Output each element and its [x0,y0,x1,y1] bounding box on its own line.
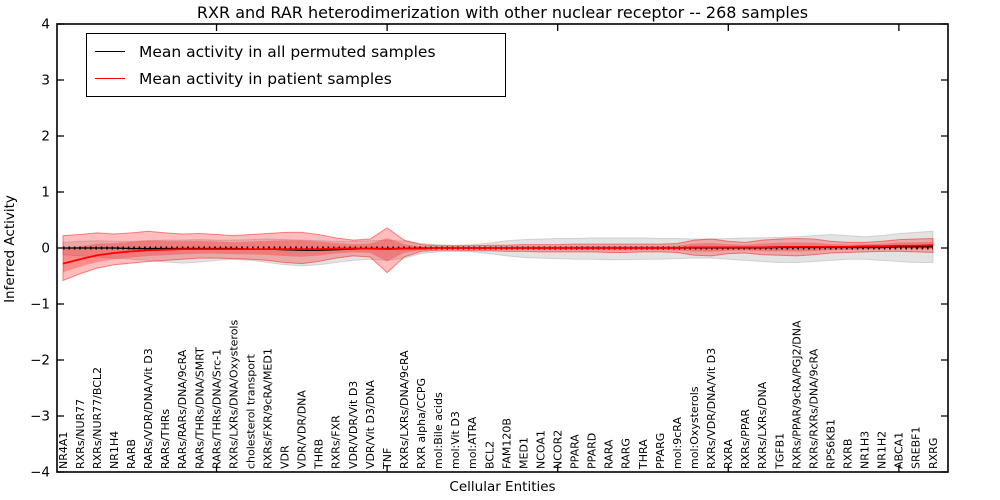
x-tick-label: mol:ATRA [466,416,479,469]
x-tick-label: RXRB [842,439,855,469]
chart-title: RXR and RAR heterodimerization with othe… [196,3,809,22]
y-tick-label: −4 [30,465,50,481]
x-tick-label: RARG [620,438,633,469]
permuted-line-sample [95,51,125,52]
x-tick-label: FAM120B [500,418,513,469]
x-tick-label: RXRs/PPAR/9cRA/PGJ2/DNA [790,320,803,469]
x-tick-label: TNF [381,448,394,470]
x-tick-label: RXRs/LXRs/DNA/9cRA [398,350,411,469]
x-tick-label: mol:Vit D3 [449,411,462,469]
x-tick-label: VDR/VDR/DNA [296,390,309,469]
x-tick-label: BCL2 [483,441,496,469]
x-tick-label: PPARA [569,434,582,469]
x-tick-label: NR1H2 [876,431,889,469]
x-tick-label: RARs/THRs [159,409,172,469]
x-tick-label: RARB [125,439,138,469]
x-tick-label: THRB [313,439,326,470]
y-axis-label: Inferred Activity [2,195,18,303]
x-tick-label: RXRs/FXR/9cRA/MED1 [262,348,275,469]
y-tick-label: 4 [41,17,50,33]
x-tick-label: mol:9cRA [671,417,684,469]
x-tick-label: VDR/VDR/Vit D3 [347,381,360,469]
x-tick-label: RXRs/NUR77/BCL2 [91,367,104,469]
x-axis-label: Cellular Entities [449,479,556,495]
patient-spread-band-outer [62,227,934,282]
x-tick-label: SREBF1 [910,427,923,469]
x-tick-label: RARA [603,439,616,469]
x-tick-label: RXRA [722,439,735,469]
y-tick-label: 0 [41,241,50,257]
y-tick-label: 1 [41,185,50,201]
x-tick-label: NR1H3 [859,431,872,469]
x-tick-label: RARs/RARs/DNA/9cRA [176,349,189,469]
patient-mean-line [62,244,934,265]
x-tick-label: VDR/Vit D3/DNA [364,380,377,469]
y-tick-label: −2 [30,353,50,369]
x-tick-label: NR1H4 [108,431,121,469]
x-tick-label: RARs/VDR/DNA/Vit D3 [142,348,155,469]
legend-label-patient: Mean activity in patient samples [139,69,392,88]
x-tick-label: mol:Bile acids [432,392,445,469]
x-tick-label: ABCA1 [893,432,906,469]
x-tick-label: RXRs/PPAR [739,409,752,469]
patient-line-sample [95,78,125,79]
x-tick-label: THRA [637,439,650,470]
x-tick-label: RXRs/VDR/DNA/Vit D3 [705,348,718,469]
x-tick-label: mol:Oxysterols [688,386,701,469]
x-tick-label: RXRs/LXRs/DNA/Oxysterols [227,320,240,469]
x-tick-label: PPARD [586,433,599,469]
legend-row-patient: Mean activity in patient samples [87,70,505,88]
x-tick-label: NCOA1 [534,430,547,469]
x-tick-label: NR4A1 [57,432,70,469]
y-tick-label: −1 [30,297,50,313]
y-tick-label: 2 [41,129,50,145]
x-tick-label: cholesterol transport [244,354,257,469]
x-tick-label: RXRs/RXRs/DNA/9cRA [807,348,820,469]
x-tick-label: RXRG [927,438,940,469]
x-tick-label: VDR [279,445,292,469]
y-tick-label: −3 [30,409,50,425]
legend-label-permuted: Mean activity in all permuted samples [139,42,436,61]
x-tick-label: RARs/THRs/DNA/SMRT [193,347,206,469]
y-tick-label: 3 [41,73,50,89]
x-tick-label: RXR alpha/CCPG [415,378,428,469]
legend: Mean activity in all permuted samples Me… [86,33,506,97]
x-tick-label: RPS6KB1 [824,419,837,469]
x-tick-label: MED1 [517,437,530,469]
x-tick-label: PPARG [654,433,667,469]
x-tick-label: RXRs/NUR77 [74,399,87,469]
legend-row-permuted: Mean activity in all permuted samples [87,43,505,61]
x-tick-label: RARs/THRs/DNA/Src-1 [210,349,223,469]
x-tick-label: RXRs/FXR [330,415,343,469]
x-tick-label: RXRs/LXRs/DNA [756,381,769,469]
x-tick-label: NCOR2 [552,430,565,469]
x-tick-label: TGFB1 [773,433,786,470]
